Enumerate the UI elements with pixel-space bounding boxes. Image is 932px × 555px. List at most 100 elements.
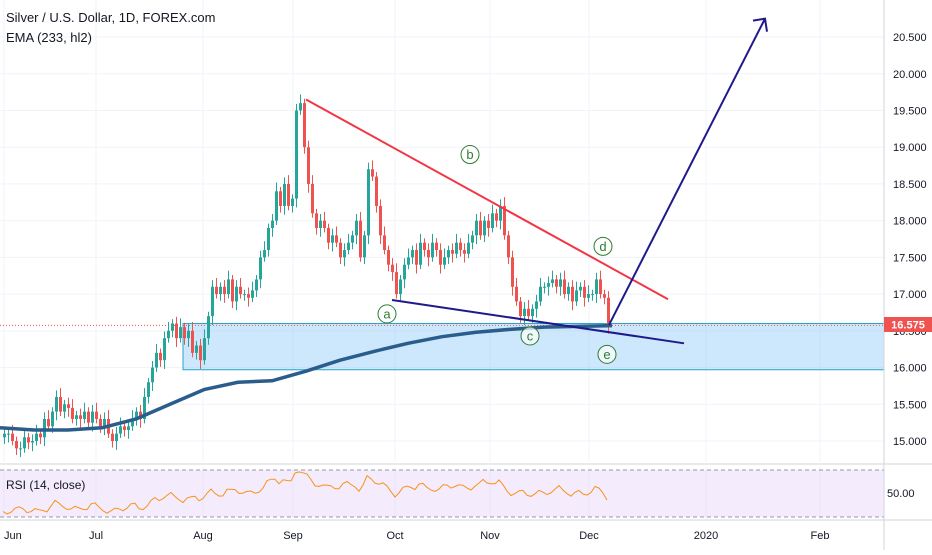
wave-label-d[interactable]: d [593, 236, 613, 256]
x-tick-label: Feb [811, 530, 830, 542]
candle [191, 322, 194, 358]
projection-arrow-head [752, 17, 768, 32]
candle [15, 436, 18, 455]
candle [255, 275, 258, 298]
rsi-label[interactable]: RSI (14, close) [6, 478, 86, 492]
candle [351, 230, 354, 250]
candle [355, 214, 358, 245]
candle [287, 175, 290, 211]
candle [359, 211, 362, 262]
candle [71, 399, 74, 424]
candle [339, 238, 342, 264]
candle [147, 377, 150, 404]
resistance-trendline[interactable] [305, 98, 669, 301]
y-tick-label: 15.500 [893, 399, 927, 411]
wave-label-e[interactable]: e [597, 344, 617, 364]
candle [587, 285, 590, 303]
candle [239, 277, 242, 299]
candle [547, 276, 550, 296]
candle [343, 243, 346, 267]
candle [551, 270, 554, 288]
candle [367, 162, 370, 245]
candle [599, 270, 602, 299]
candle [87, 407, 90, 430]
support-zone-layer [0, 322, 885, 371]
candle [395, 263, 398, 299]
candle [391, 258, 394, 281]
indicator-label[interactable]: EMA (233, hl2) [6, 30, 92, 45]
candle [207, 311, 210, 345]
projection-arrow-line[interactable] [608, 18, 766, 326]
candle [579, 282, 582, 298]
candle [347, 233, 350, 255]
candle [55, 390, 58, 421]
candle [451, 243, 454, 263]
x-tick-label: Dec [579, 530, 599, 542]
candle [115, 427, 118, 450]
candle [539, 277, 542, 306]
wave-label-text: b [466, 147, 473, 162]
candle [291, 194, 294, 213]
candle [411, 245, 414, 264]
candle [555, 275, 558, 294]
candle [263, 241, 266, 262]
candle [387, 245, 390, 272]
rsi-axis-tick: 50.00 [887, 488, 915, 500]
price-axis[interactable]: 15.00015.50016.00016.50017.00017.50018.0… [893, 32, 927, 448]
candle [431, 233, 434, 262]
y-tick-label: 18.500 [893, 179, 927, 191]
candle [491, 204, 494, 233]
candle [195, 341, 198, 360]
chart-legend: Silver / U.S. Dollar, 1D, FOREX.com EMA … [6, 8, 216, 48]
candle [23, 428, 26, 453]
candle [247, 287, 250, 307]
candle [151, 360, 154, 392]
candle [447, 245, 450, 264]
wave-label-b[interactable]: b [460, 145, 480, 165]
candle [315, 208, 318, 235]
candle [307, 140, 310, 193]
ema-line[interactable] [0, 323, 613, 432]
candle [327, 223, 330, 250]
candle [27, 432, 30, 450]
rsi-pane-background [0, 467, 884, 519]
y-tick-label: 19.000 [893, 142, 927, 154]
wave-label-a[interactable]: a [377, 304, 397, 324]
wave-label-c[interactable]: c [520, 326, 540, 346]
candle [75, 410, 78, 426]
candle [603, 289, 606, 305]
candle [271, 214, 274, 237]
wave-label-text: d [599, 239, 606, 254]
candle [543, 282, 546, 294]
candle [423, 238, 426, 257]
candle [371, 160, 374, 181]
candle [399, 275, 402, 301]
candle [227, 270, 230, 299]
x-tick-label: 2020 [694, 530, 718, 542]
symbol-title[interactable]: Silver / U.S. Dollar, 1D, FOREX.com [6, 10, 216, 25]
candle [415, 243, 418, 274]
candle [595, 272, 598, 303]
candle [463, 243, 466, 263]
candle [179, 318, 182, 343]
candle [155, 344, 158, 372]
y-tick-label: 17.000 [893, 289, 927, 301]
candle [439, 243, 442, 274]
candle [531, 304, 534, 323]
candle [515, 277, 518, 306]
candle [111, 429, 114, 448]
candles-layer [3, 94, 610, 458]
time-axis[interactable]: Jun Jul Aug Sep Oct Nov Dec 2020 Feb [4, 530, 829, 542]
support-trendline[interactable] [391, 298, 685, 345]
candle [267, 223, 270, 257]
candle [499, 199, 502, 230]
candle [187, 324, 190, 347]
candle [215, 277, 218, 299]
candle [467, 233, 470, 259]
candle [563, 270, 566, 299]
rsi-line[interactable] [2, 471, 608, 515]
candle [135, 407, 138, 426]
candle [559, 272, 562, 296]
